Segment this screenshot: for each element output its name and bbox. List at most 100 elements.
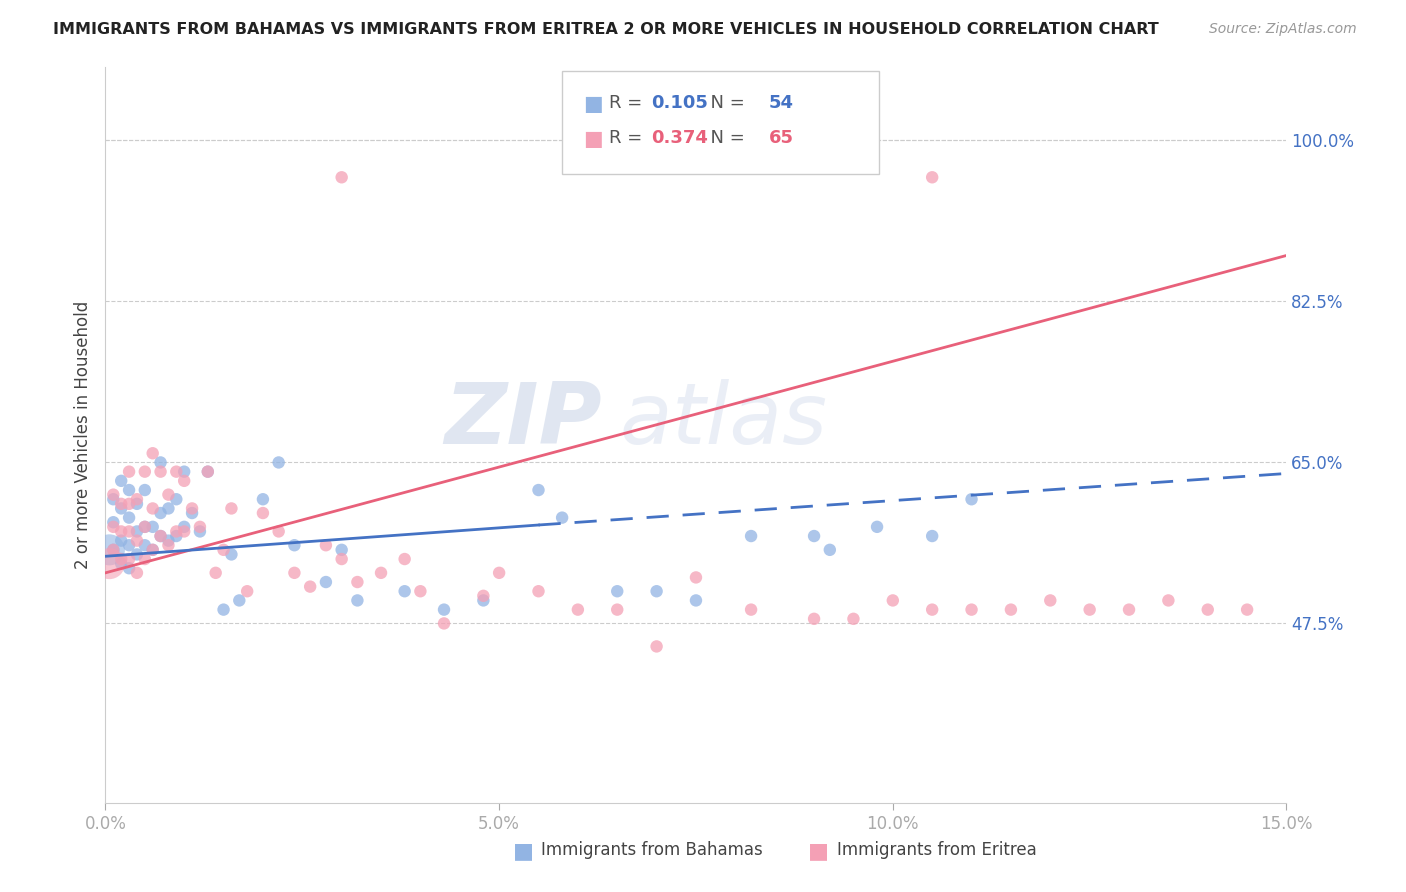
Point	[173, 465, 195, 479]
Point	[645, 640, 668, 654]
Point	[98, 542, 121, 557]
Point	[221, 548, 243, 562]
Point	[346, 574, 368, 589]
Point	[212, 602, 235, 616]
Point	[110, 557, 132, 571]
Text: ■: ■	[583, 94, 603, 113]
Point	[1000, 602, 1022, 616]
Point	[149, 529, 172, 543]
Point	[125, 533, 148, 548]
Point	[394, 552, 416, 566]
Point	[1157, 593, 1180, 607]
Point	[204, 566, 226, 580]
Point	[921, 529, 943, 543]
Point	[118, 465, 141, 479]
Point	[110, 474, 132, 488]
Point	[173, 474, 195, 488]
Point	[527, 483, 550, 497]
Point	[221, 501, 243, 516]
Point	[149, 506, 172, 520]
Point	[685, 570, 707, 584]
Point	[267, 455, 290, 469]
Point	[134, 552, 156, 566]
Point	[103, 492, 125, 507]
Point	[252, 492, 274, 507]
Text: N =: N =	[699, 129, 751, 147]
Point	[921, 602, 943, 616]
Point	[866, 520, 889, 534]
Point	[960, 492, 983, 507]
Text: 54: 54	[769, 94, 794, 112]
Point	[118, 538, 141, 552]
Point	[110, 552, 132, 566]
Point	[149, 529, 172, 543]
Point	[236, 584, 259, 599]
Point	[125, 497, 148, 511]
Point	[1236, 602, 1258, 616]
Point	[173, 520, 195, 534]
Point	[103, 488, 125, 502]
Point	[818, 542, 841, 557]
Point	[252, 506, 274, 520]
Point	[110, 533, 132, 548]
Point	[165, 465, 187, 479]
Point	[606, 602, 628, 616]
Point	[149, 465, 172, 479]
Point	[110, 524, 132, 539]
Point	[472, 593, 495, 607]
Point	[157, 488, 180, 502]
Point	[134, 465, 156, 479]
Point	[433, 616, 456, 631]
Point	[149, 455, 172, 469]
Text: ZIP: ZIP	[444, 378, 602, 462]
Text: ■: ■	[808, 841, 830, 861]
Point	[118, 524, 141, 539]
Point	[134, 520, 156, 534]
Text: R =: R =	[609, 94, 648, 112]
Point	[157, 538, 180, 552]
Point	[142, 542, 165, 557]
Point	[110, 497, 132, 511]
Text: Source: ZipAtlas.com: Source: ZipAtlas.com	[1209, 22, 1357, 37]
Text: Immigrants from Eritrea: Immigrants from Eritrea	[837, 841, 1036, 859]
Point	[134, 538, 156, 552]
Point	[188, 520, 211, 534]
Point	[346, 593, 368, 607]
Point	[103, 542, 125, 557]
Point	[197, 465, 219, 479]
Point	[142, 501, 165, 516]
Point	[165, 524, 187, 539]
Point	[527, 584, 550, 599]
Text: N =: N =	[699, 94, 751, 112]
Point	[98, 557, 121, 571]
Text: R =: R =	[609, 129, 648, 147]
Point	[157, 501, 180, 516]
Point	[173, 524, 195, 539]
Point	[228, 593, 250, 607]
Point	[118, 497, 141, 511]
Text: IMMIGRANTS FROM BAHAMAS VS IMMIGRANTS FROM ERITREA 2 OR MORE VEHICLES IN HOUSEHO: IMMIGRANTS FROM BAHAMAS VS IMMIGRANTS FR…	[53, 22, 1159, 37]
Point	[1039, 593, 1062, 607]
Point	[567, 602, 589, 616]
Point	[315, 538, 337, 552]
Point	[488, 566, 510, 580]
Point	[134, 520, 156, 534]
Point	[882, 593, 904, 607]
Text: Immigrants from Bahamas: Immigrants from Bahamas	[541, 841, 763, 859]
Point	[118, 510, 141, 524]
Point	[103, 515, 125, 529]
Point	[685, 593, 707, 607]
Text: 65: 65	[769, 129, 794, 147]
Point	[394, 584, 416, 599]
Point	[409, 584, 432, 599]
Text: ■: ■	[583, 129, 603, 149]
Point	[283, 566, 305, 580]
Point	[803, 612, 825, 626]
Point	[165, 492, 187, 507]
Point	[1197, 602, 1219, 616]
Point	[1118, 602, 1140, 616]
Point	[740, 529, 762, 543]
Point	[181, 501, 204, 516]
Point	[606, 584, 628, 599]
Point	[267, 524, 290, 539]
